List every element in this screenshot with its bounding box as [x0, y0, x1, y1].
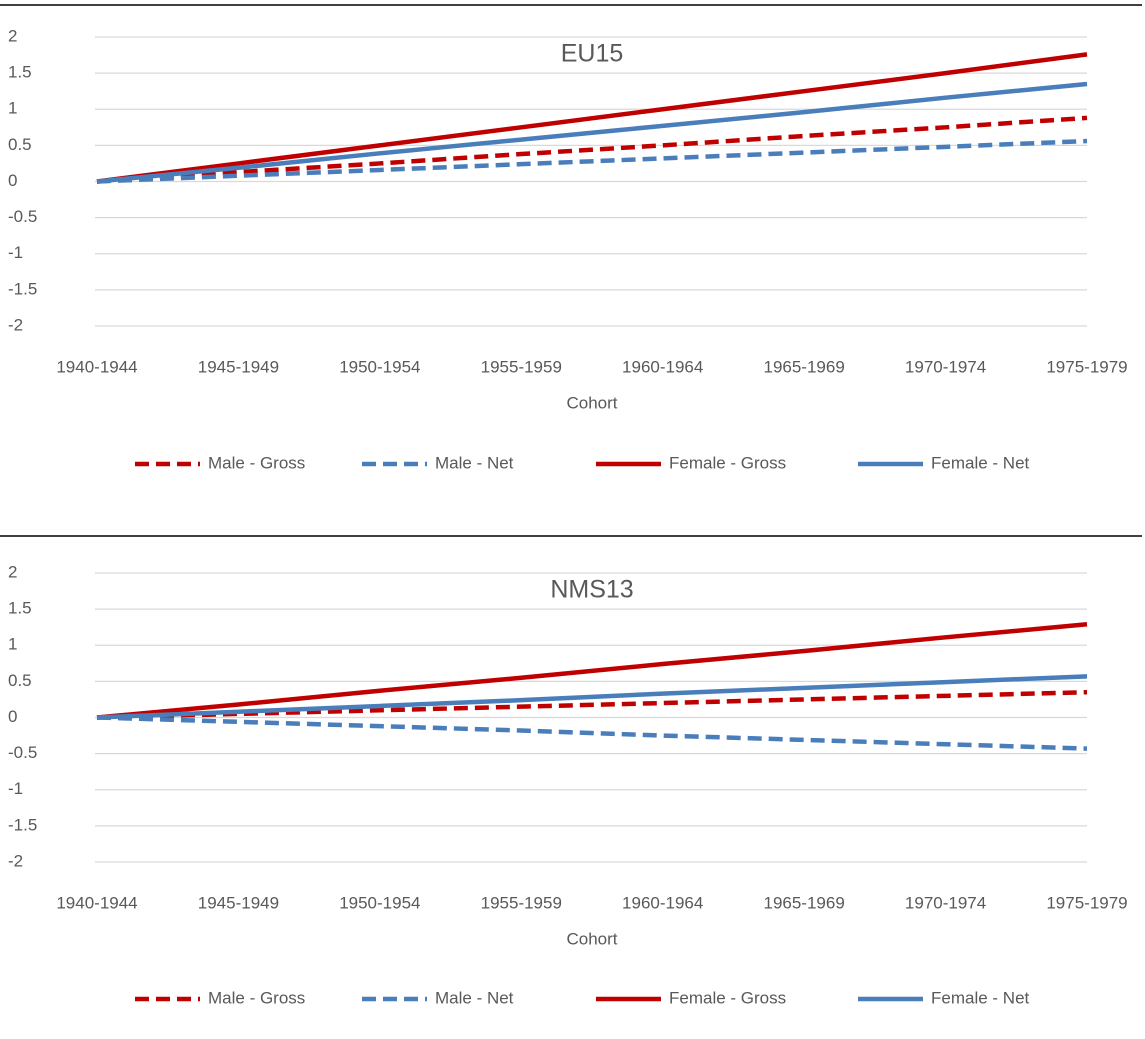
legend-label: Female - Gross	[669, 453, 786, 472]
y-tick-label: -1	[8, 779, 23, 798]
x-tick-label: 1975-1979	[1046, 893, 1127, 912]
y-tick-label: -1.5	[8, 279, 37, 298]
x-tick-label: 1975-1979	[1046, 357, 1127, 376]
series-line	[96, 715, 1088, 751]
x-tick-label: 1970-1974	[905, 357, 986, 376]
legend-label: Male - Gross	[208, 988, 305, 1007]
legend-label: Male - Gross	[208, 453, 305, 472]
x-tick-label: 1940-1944	[56, 357, 137, 376]
y-tick-label: 1.5	[8, 599, 32, 618]
legend-label: Female - Net	[931, 453, 1030, 472]
legend-label: Male - Net	[435, 453, 514, 472]
chart-title: EU15	[561, 40, 624, 68]
y-tick-label: -0.5	[8, 743, 37, 762]
y-tick-label: 2	[8, 562, 17, 581]
y-tick-label: -1	[8, 243, 23, 262]
x-tick-label: 1955-1959	[481, 893, 562, 912]
x-tick-label: 1945-1949	[198, 357, 279, 376]
legend-label: Male - Net	[435, 988, 514, 1007]
y-tick-label: 1	[8, 635, 17, 654]
y-tick-label: -0.5	[8, 207, 37, 226]
x-tick-label: 1960-1964	[622, 893, 703, 912]
x-tick-label: 1970-1974	[905, 893, 986, 912]
series-line	[96, 689, 1088, 720]
y-tick-label: 0	[8, 707, 17, 726]
y-tick-label: 0.5	[8, 135, 32, 154]
x-tick-label: 1950-1954	[339, 893, 420, 912]
y-tick-label: 0.5	[8, 671, 32, 690]
x-tick-label: 1950-1954	[339, 357, 420, 376]
x-tick-label: 1940-1944	[56, 893, 137, 912]
y-tick-label: -2	[8, 315, 23, 334]
series-line	[96, 622, 1088, 720]
y-tick-label: 0	[8, 171, 17, 190]
series-line	[96, 52, 1088, 184]
legend-label: Female - Net	[931, 988, 1030, 1007]
y-tick-label: 1.5	[8, 63, 32, 82]
series-line	[96, 138, 1088, 184]
series-line	[96, 115, 1088, 184]
x-tick-label: 1945-1949	[198, 893, 279, 912]
y-tick-label: -2	[8, 851, 23, 870]
x-axis-label: Cohort	[566, 393, 617, 412]
legend-label: Female - Gross	[669, 988, 786, 1007]
y-tick-label: 2	[8, 26, 17, 45]
x-tick-label: 1965-1969	[763, 893, 844, 912]
x-tick-label: 1955-1959	[481, 357, 562, 376]
y-tick-label: -1.5	[8, 815, 37, 834]
x-tick-label: 1960-1964	[622, 357, 703, 376]
x-axis-label: Cohort	[566, 929, 617, 948]
x-tick-label: 1965-1969	[763, 357, 844, 376]
series-line	[96, 674, 1088, 720]
y-tick-label: 1	[8, 99, 17, 118]
series-line	[96, 81, 1088, 184]
chart-title: NMS13	[550, 576, 633, 604]
